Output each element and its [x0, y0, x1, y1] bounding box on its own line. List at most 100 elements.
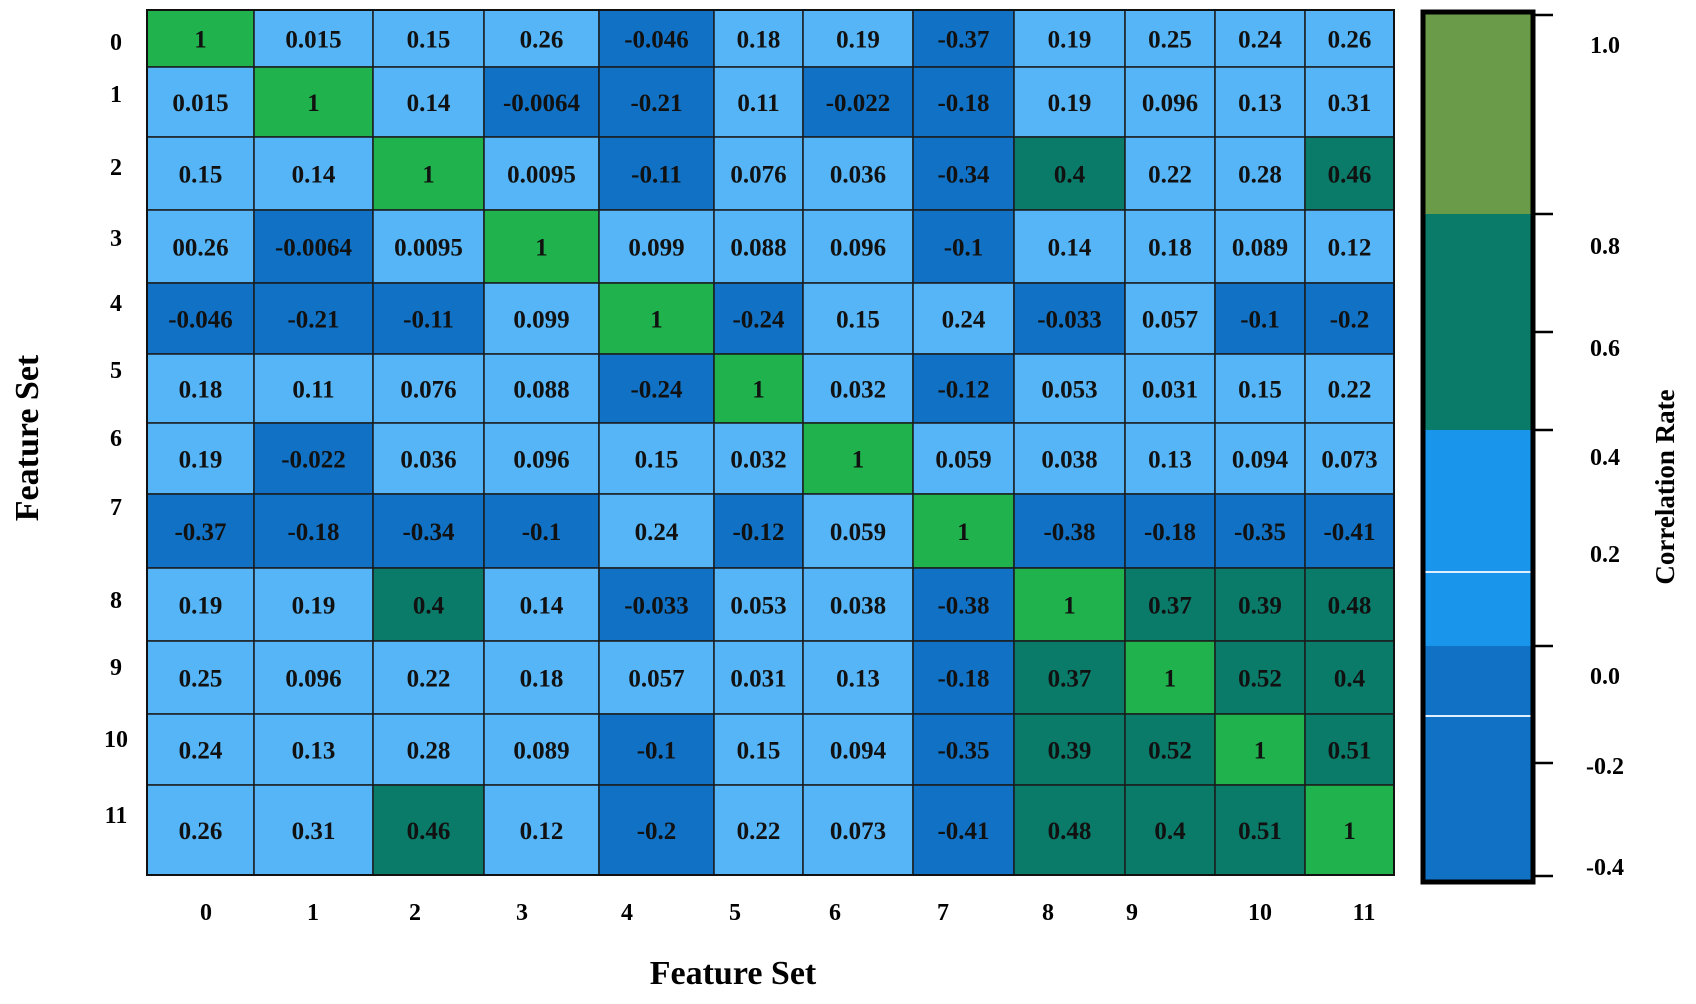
y-tick-label: 3 [110, 226, 122, 252]
colorbar-band [1423, 646, 1533, 882]
heatmap-cell [1304, 567, 1395, 642]
cell-value-label: -0.38 [937, 593, 989, 620]
heatmap-cell [253, 784, 374, 876]
heatmap-cell [912, 713, 1015, 786]
colorbar-tick-label: 1.0 [1590, 33, 1620, 59]
cell-value-label: 0.4 [1154, 818, 1186, 845]
y-tick-label: 5 [110, 358, 122, 384]
cell-value-label: 0.28 [407, 738, 451, 765]
cell-value-label: -0.0064 [275, 235, 353, 262]
heatmap-cell [146, 493, 255, 569]
colorbar-tick-label: 0.0 [1590, 664, 1620, 690]
heatmap-cell [598, 66, 715, 138]
cell-value-label: -0.18 [937, 666, 989, 693]
heatmap-cell [802, 640, 914, 715]
cell-value-label: 0.19 [836, 27, 880, 54]
cell-value-label: 0.19 [1048, 27, 1092, 54]
y-tick-label: 9 [110, 655, 122, 681]
heatmap-cell [146, 713, 255, 786]
heatmap-cell [598, 493, 715, 569]
cell-value-label: 1 [307, 90, 320, 117]
cell-value-label: 0.057 [1142, 307, 1198, 334]
heatmap-cell [802, 567, 914, 642]
heatmap-cell [802, 713, 914, 786]
cell-value-label: 0.22 [1328, 377, 1372, 404]
cell-value-label: 0.13 [292, 738, 336, 765]
heatmap-cell [713, 422, 804, 495]
heatmap-frame [146, 9, 1395, 876]
heatmap-cell [372, 209, 485, 284]
heatmap-cell [1013, 567, 1126, 642]
heatmap-cell [253, 567, 374, 642]
heatmap-cell [372, 784, 485, 876]
heatmap-cell [483, 422, 600, 495]
heatmap-cell [372, 713, 485, 786]
x-axis-title: Feature Set [650, 955, 817, 992]
heatmap-cell [253, 66, 374, 138]
x-tick-label: 1 [307, 900, 319, 926]
heatmap-cell [1013, 209, 1126, 284]
cell-value-label: 1 [1254, 738, 1267, 765]
cell-value-label: 0.52 [1148, 738, 1192, 765]
cell-value-label: 0.48 [1328, 593, 1372, 620]
cell-value-label: 0.18 [737, 27, 781, 54]
heatmap-cell [1013, 713, 1126, 786]
heatmap-cell [1214, 282, 1306, 355]
cell-value-label: 0.18 [179, 377, 223, 404]
heatmap-cell [372, 493, 485, 569]
cell-value-label: -0.41 [937, 818, 989, 845]
heatmap-cell [802, 209, 914, 284]
cell-value-label: 0.031 [1142, 377, 1198, 404]
heatmap-cell [802, 66, 914, 138]
cell-value-label: 0.096 [285, 666, 341, 693]
x-tick-label: 2 [409, 900, 421, 926]
heatmap-cell [146, 9, 255, 68]
cell-value-label: -0.033 [624, 593, 689, 620]
colorbar-band [1423, 430, 1533, 646]
heatmap-cell [713, 567, 804, 642]
heatmap-cell [146, 136, 255, 211]
cell-value-label: 0.088 [513, 377, 569, 404]
heatmap-cell [912, 9, 1015, 68]
heatmap-cell [598, 282, 715, 355]
heatmap-cell [713, 66, 804, 138]
cell-value-label: 0.073 [830, 818, 886, 845]
y-tick-labels: 0 1 2 3 4 5 6 7 8 9 10 11 [104, 30, 128, 829]
cell-value-label: 0.053 [730, 593, 786, 620]
cell-value-label: -0.2 [1330, 307, 1370, 334]
colorbar-band [1423, 214, 1533, 430]
cell-value-label: 0.4 [1054, 162, 1086, 189]
heatmap-cell [713, 209, 804, 284]
cell-value-label: -0.35 [1234, 519, 1286, 546]
cell-value-label: 0.14 [1048, 235, 1092, 262]
cell-value-label: 1 [1343, 818, 1356, 845]
cell-value-label: -0.37 [937, 27, 989, 54]
cell-value-label: 0.14 [407, 90, 451, 117]
heatmap-cell [1304, 136, 1395, 211]
cell-value-label: -0.41 [1323, 519, 1375, 546]
heatmap-cell [1304, 493, 1395, 569]
cell-value-label: 0.038 [830, 593, 886, 620]
heatmap-cell [1124, 422, 1216, 495]
heatmap-cell [912, 353, 1015, 424]
cell-value-label: 0.053 [1041, 377, 1097, 404]
cell-value-label: 0.31 [1328, 90, 1372, 117]
cell-value-label: 0.19 [1048, 90, 1092, 117]
heatmap-cell [1124, 209, 1216, 284]
heatmap-cell [372, 282, 485, 355]
cell-value-label: 0.37 [1048, 666, 1092, 693]
heatmap-cell [598, 640, 715, 715]
heatmap-cell [1214, 209, 1306, 284]
cell-value-label: -0.0064 [503, 90, 581, 117]
heatmap-cell [802, 784, 914, 876]
cell-value-label: -0.21 [287, 307, 339, 334]
cell-value-label: 0.26 [179, 818, 223, 845]
cell-value-label: 0.076 [400, 377, 456, 404]
cell-value-label: 0.076 [730, 162, 786, 189]
cell-value-label: 0.12 [520, 818, 564, 845]
cell-value-label: -0.34 [402, 519, 455, 546]
cell-value-label: 0.036 [830, 162, 886, 189]
cell-value-label: 0.18 [1148, 235, 1192, 262]
heatmap-cell [1013, 66, 1126, 138]
heatmap-cell [1124, 353, 1216, 424]
